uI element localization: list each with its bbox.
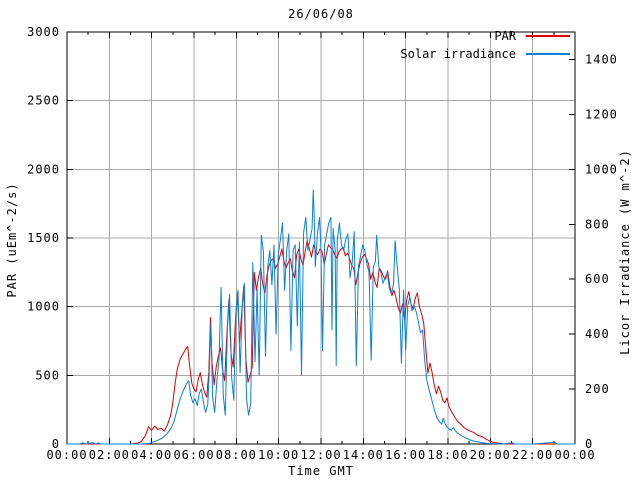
legend: PAR Solar irradiance (400, 28, 570, 61)
series-line-solar-irradiance (66, 189, 576, 445)
x-tick-label: 20:00 (470, 448, 511, 462)
left-y-tick-label: 1000 (27, 300, 60, 314)
right-y-tick-label: 1400 (585, 52, 618, 66)
right-axis-title: Licor Irradiance (W m^-2) (618, 149, 632, 355)
right-y-tick-label: 1000 (585, 162, 618, 176)
legend-label-solar: Solar irradiance (400, 46, 516, 61)
right-y-tick-label: 400 (585, 327, 610, 341)
legend-label-par: PAR (494, 28, 516, 43)
x-tick-label: 04:00 (131, 448, 172, 462)
left-y-tick-label: 500 (35, 368, 60, 382)
left-y-tick-label: 0 (52, 437, 60, 451)
x-tick-label: 22:00 (512, 448, 553, 462)
x-tick-label: 14:00 (343, 448, 384, 462)
legend-line-sample-solar (526, 52, 570, 55)
left-y-tick-label: 2500 (27, 94, 60, 108)
x-tick-label: 18:00 (427, 448, 468, 462)
tick-labels: 00:00 02:00 04:00 06:00 08:00 10:00 12:00 14:00… (27, 25, 618, 462)
x-tick-label: 00:00 (554, 448, 595, 462)
left-y-tick-label: 3000 (27, 25, 60, 39)
right-y-tick-label: 1200 (585, 107, 618, 121)
chart-title: 26/06/08 (288, 7, 354, 21)
x-tick-label: 08:00 (216, 448, 257, 462)
legend-entry-solar: Solar irradiance (400, 46, 570, 61)
right-y-tick-label: 200 (585, 382, 610, 396)
x-tick-label: 10:00 (258, 448, 299, 462)
x-tick-label: 12:00 (300, 448, 341, 462)
legend-line-sample-par (526, 34, 570, 37)
plot-border (66, 31, 576, 445)
series-line-par (66, 240, 576, 445)
x-tick-label: 06:00 (173, 448, 214, 462)
gridlines (67, 32, 575, 444)
x-tick-label: 00:00 (46, 448, 87, 462)
right-y-tick-label: 0 (585, 437, 593, 451)
legend-entry-par: PAR (494, 28, 570, 43)
right-y-tick-label: 800 (585, 217, 610, 231)
left-y-tick-label: 1500 (27, 231, 60, 245)
x-tick-label: 02:00 (89, 448, 130, 462)
x-axis-title: Time GMT (288, 464, 354, 478)
left-y-tick-label: 2000 (27, 162, 60, 176)
left-axis-title: PAR (uEm^-2/s) (5, 182, 19, 298)
right-y-tick-label: 600 (585, 272, 610, 286)
x-tick-label: 16:00 (385, 448, 426, 462)
